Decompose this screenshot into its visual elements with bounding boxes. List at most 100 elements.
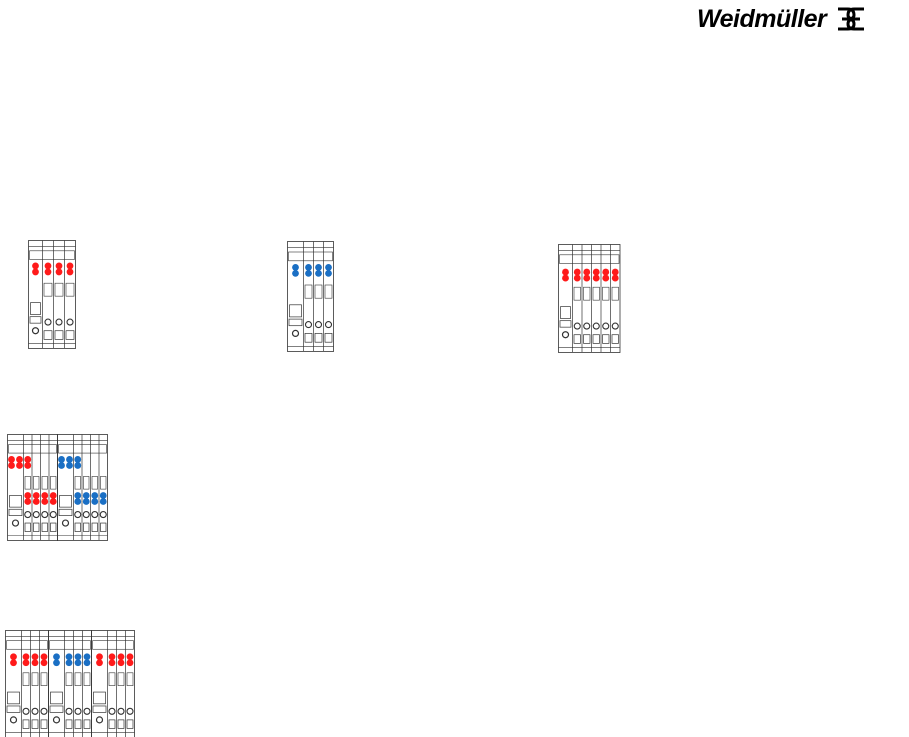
wire-entry: [91, 522, 98, 532]
release-slot: [83, 672, 91, 686]
push-in-dot: [305, 264, 312, 271]
push-in-dot: [49, 498, 57, 505]
screw-icon: [52, 716, 61, 724]
screw-icon: [9, 716, 18, 724]
release-slot: [91, 476, 98, 490]
wire-entry: [83, 719, 91, 729]
release-slot: [583, 286, 591, 301]
module-outline: [57, 434, 108, 541]
screw-icon: [314, 321, 323, 329]
wire-entry: [304, 333, 313, 343]
release-slot: [117, 672, 125, 686]
din-window: [93, 691, 106, 705]
release-slot: [602, 286, 610, 301]
push-in-dot: [108, 659, 116, 667]
base-clip: [29, 316, 42, 324]
weidmuller-mark-icon: [838, 7, 865, 31]
screw-icon: [108, 707, 116, 715]
push-in-dot: [602, 268, 610, 276]
push-in-dot: [315, 264, 322, 271]
screw-icon: [11, 519, 20, 527]
base-clip: [49, 705, 64, 713]
push-in-dot: [583, 274, 591, 282]
base-clip: [92, 705, 107, 713]
push-in-dot: [22, 653, 30, 661]
wire-entry: [40, 719, 48, 729]
release-slot: [304, 284, 313, 299]
push-in-dot: [573, 268, 581, 276]
release-slot: [22, 672, 30, 686]
push-in-dot: [602, 274, 610, 282]
wire-entry: [65, 330, 75, 340]
push-in-dot: [126, 653, 134, 661]
push-in-dot: [32, 492, 40, 499]
terminal-block-drawing-5: [5, 630, 135, 737]
base-clip: [288, 318, 303, 327]
wire-entry: [74, 522, 81, 532]
push-in-dot: [82, 492, 90, 499]
label-strip: [288, 251, 333, 262]
release-slot: [100, 476, 107, 490]
release-slot: [65, 282, 75, 297]
label-strip: [58, 444, 107, 454]
screw-icon: [65, 707, 73, 715]
release-slot: [83, 476, 90, 490]
screw-icon: [55, 318, 63, 326]
screw-icon: [304, 321, 313, 329]
wire-entry: [126, 719, 134, 729]
wire-entry: [602, 334, 610, 344]
screw-icon: [24, 511, 32, 519]
wire-entry: [314, 333, 323, 343]
push-in-dot: [96, 659, 103, 667]
push-in-dot: [58, 456, 65, 463]
push-in-dot: [58, 462, 65, 469]
push-in-dot: [16, 462, 23, 469]
push-in-dot: [292, 270, 299, 277]
module-outline: [7, 434, 58, 541]
push-in-dot: [44, 262, 52, 270]
wire-entry: [573, 334, 581, 344]
push-in-dot: [41, 492, 49, 499]
release-slot: [41, 476, 48, 490]
logo-text: Weidmüller: [697, 4, 827, 33]
push-in-dot: [305, 270, 312, 277]
push-in-dot: [91, 492, 99, 499]
push-in-dot: [55, 262, 63, 270]
wire-entry: [74, 719, 82, 729]
screw-icon: [74, 707, 82, 715]
base-clip: [58, 508, 73, 516]
terminal-block-drawing-4: [7, 434, 108, 541]
push-in-dot: [611, 274, 619, 282]
module-outline: [91, 630, 135, 737]
push-in-dot: [16, 456, 23, 463]
din-window: [9, 495, 22, 508]
push-in-dot: [117, 659, 125, 667]
terminal-block-drawing-3: [558, 244, 621, 353]
screw-icon: [66, 318, 74, 326]
release-slot: [324, 284, 333, 299]
din-window: [7, 691, 20, 705]
push-in-dot: [32, 498, 40, 505]
push-in-dot: [10, 653, 17, 661]
screw-icon: [592, 322, 600, 330]
push-in-dot: [32, 262, 39, 270]
push-in-dot: [83, 653, 91, 661]
wire-entry: [583, 334, 591, 344]
push-in-dot: [96, 653, 103, 661]
label-strip: [49, 640, 91, 650]
module-outline: [287, 241, 334, 352]
label-strip: [92, 640, 134, 650]
push-in-dot: [65, 653, 73, 661]
terminal-block-drawing-2: [287, 241, 334, 352]
push-in-dot: [66, 462, 73, 469]
module-outline: [5, 630, 49, 737]
screw-icon: [291, 329, 300, 338]
release-slot: [74, 476, 81, 490]
wire-entry: [611, 334, 619, 344]
release-slot: [611, 286, 619, 301]
module-outline: [28, 240, 76, 349]
push-in-dot: [44, 268, 52, 276]
push-in-dot: [74, 492, 82, 499]
screw-icon: [31, 327, 40, 335]
push-in-dot: [573, 274, 581, 282]
